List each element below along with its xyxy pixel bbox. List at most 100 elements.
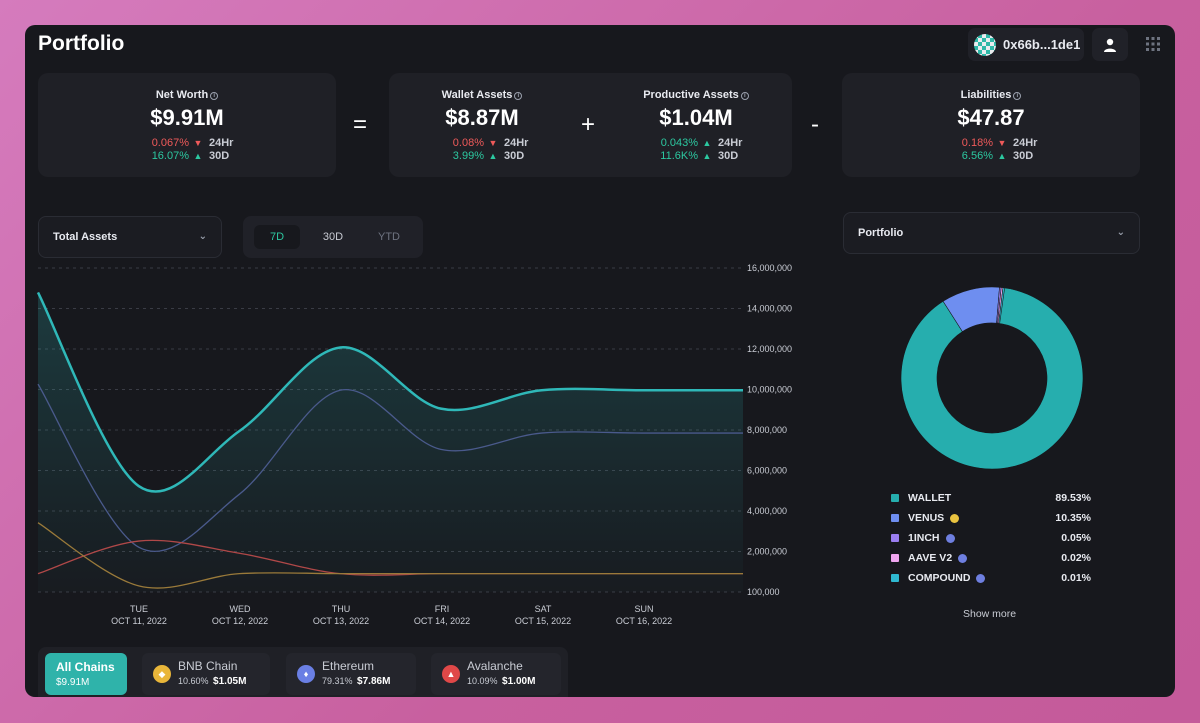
series-line-wallet[interactable]	[37, 383, 743, 553]
chain-share: 10.60%	[178, 676, 209, 686]
x-tick-date: OCT 16, 2022	[616, 616, 672, 626]
chain-label: All Chains	[56, 660, 115, 674]
page-title: Portfolio	[38, 32, 125, 55]
x-tick-day: SAT	[535, 604, 552, 614]
assets-card: Wallet Assets i $8.87M 0.08% ▼ 24Hr 3.99% ▲ 3…	[389, 73, 792, 177]
donut-slice-compound[interactable]	[998, 287, 1005, 324]
change-period: 24Hr	[718, 137, 743, 149]
legend-swatch	[891, 574, 899, 582]
change-period: 30D	[504, 150, 525, 162]
wallet-avatar	[974, 33, 996, 56]
chain-ethereum-button[interactable]: ♦ Ethereum 79.31% $7.86M	[286, 653, 416, 695]
chain-bnb-button[interactable]: ◆ BNB Chain 10.60% $1.05M	[142, 653, 270, 695]
portfolio-select[interactable]: Portfolio ⌄	[843, 212, 1140, 254]
donut-slice-wallet[interactable]	[900, 287, 1084, 470]
wallet-button[interactable]: 0x66b...1de1	[968, 28, 1084, 61]
change-pct: 0.08%	[452, 137, 484, 149]
chain-avalanche-button[interactable]: ▲ Avalanche 10.09% $1.00M	[431, 653, 561, 695]
net-worth-label: Net Worth	[155, 89, 209, 101]
y-tick-label: 14,000,000	[747, 304, 792, 314]
net-worth-metric: Net Worth i $9.91M 0.067% ▼ 24Hr 16.07% ▲ 30D	[38, 73, 336, 177]
liabilities-metric: Liabilities i $47.87 0.18% ▼ 24Hr 6.56% ▲ 30D	[842, 73, 1140, 177]
net-worth-card: Net Worth i $9.91M 0.067% ▼ 24Hr 16.07% ▲ 30D	[38, 73, 336, 177]
chain-share: 79.31%	[322, 676, 353, 686]
wallet-assets-label: Wallet Assets	[441, 89, 513, 101]
y-tick-label: 2,000,000	[747, 547, 787, 557]
legend-item-venus[interactable]: VENUS 10.35%	[891, 511, 1091, 525]
chain-value: $1.00M	[502, 676, 536, 687]
tab-ytd[interactable]: YTD	[378, 231, 400, 243]
plus-operator: +	[581, 111, 596, 138]
chain-all-button[interactable]: All Chains $9.91M	[45, 653, 127, 695]
change-pct: 0.18%	[961, 137, 993, 149]
chain-label: BNB Chain	[178, 659, 238, 673]
arrow-down-icon: ▼	[193, 138, 203, 148]
liabilities-value: $47.87	[957, 105, 1025, 130]
info-icon[interactable]: i	[514, 92, 523, 100]
user-button[interactable]	[1092, 28, 1128, 61]
legend-swatch	[891, 554, 899, 562]
info-icon[interactable]: i	[740, 92, 749, 100]
change-pct: 0.067%	[151, 137, 189, 149]
y-tick-label: 16,000,000	[747, 263, 792, 273]
series-area-total	[38, 292, 743, 592]
change-24hr: 0.067% ▼ 24Hr	[38, 137, 336, 149]
portfolio-select-value: Portfolio	[858, 227, 904, 239]
grid-menu-icon	[1146, 37, 1160, 51]
tab-7d[interactable]: 7D	[254, 225, 300, 249]
avalanche-icon: ▲	[442, 665, 460, 683]
net-worth-value: $9.91M	[150, 105, 224, 130]
legend-percent: 0.02%	[1061, 552, 1091, 564]
legend-percent: 10.35%	[1055, 512, 1091, 524]
arrow-down-icon: ▼	[488, 138, 498, 148]
y-tick-label: 100,000	[747, 587, 780, 597]
info-icon[interactable]: i	[210, 92, 219, 100]
x-tick-day: WED	[230, 604, 251, 614]
legend-item-1inch[interactable]: 1INCH 0.05%	[891, 531, 1091, 545]
x-tick-day: SUN	[634, 604, 653, 614]
tab-30d[interactable]: 30D	[322, 231, 344, 243]
change-30d: 3.99% ▲ 30D	[389, 150, 575, 162]
bnb-chain-icon	[950, 513, 960, 523]
show-more-link[interactable]: Show more	[963, 608, 1017, 620]
chain-label: Avalanche	[467, 659, 523, 673]
series-line-total[interactable]	[36, 291, 743, 493]
apps-menu-button[interactable]	[1142, 33, 1164, 55]
x-tick-day: THU	[332, 604, 351, 614]
y-tick-label: 4,000,000	[747, 506, 787, 516]
series-line-series-b[interactable]	[37, 522, 743, 589]
arrow-down-icon: ▼	[997, 138, 1007, 148]
x-tick-date: OCT 12, 2022	[212, 616, 268, 626]
change-pct: 0.043%	[660, 137, 698, 149]
legend-swatch	[891, 514, 899, 522]
chain-label: Ethereum	[322, 659, 375, 673]
chain-share: 10.09%	[467, 676, 498, 686]
legend-percent: 89.53%	[1055, 492, 1091, 504]
productive-assets-value: $1.04M	[659, 105, 733, 130]
chain-filter-bar: All Chains $9.91M ◆ BNB Chain 10.60% $1.…	[38, 647, 568, 697]
change-24hr: 0.043% ▲ 24Hr	[603, 137, 789, 149]
change-period: 30D	[209, 150, 230, 162]
liabilities-card: Liabilities i $47.87 0.18% ▼ 24Hr 6.56% ▲ 30D	[842, 73, 1140, 177]
x-tick-date: OCT 14, 2022	[414, 616, 470, 626]
change-period: 24Hr	[504, 137, 529, 149]
asset-type-value: Total Assets	[53, 231, 118, 243]
change-period: 30D	[718, 150, 739, 162]
legend-percent: 0.05%	[1061, 532, 1091, 544]
ethereum-chain-icon	[958, 553, 968, 563]
arrow-up-icon: ▲	[997, 151, 1007, 161]
arrow-up-icon: ▲	[702, 138, 712, 148]
x-tick-date: OCT 13, 2022	[313, 616, 369, 626]
legend-item-wallet[interactable]: WALLET 89.53%	[891, 491, 1091, 505]
y-tick-label: 10,000,000	[747, 385, 792, 395]
change-period: 24Hr	[1013, 137, 1038, 149]
change-pct: 11.6K%	[660, 150, 698, 162]
user-icon	[1104, 38, 1116, 52]
legend-item-compound[interactable]: COMPOUND 0.01%	[891, 571, 1091, 585]
change-period: 30D	[1013, 150, 1034, 162]
change-24hr: 0.08% ▼ 24Hr	[389, 137, 575, 149]
legend-item-aave-v2[interactable]: AAVE V2 0.02%	[891, 551, 1091, 565]
asset-type-select[interactable]: Total Assets ⌄	[38, 216, 222, 258]
info-icon[interactable]: i	[1013, 92, 1022, 100]
chain-value: $1.05M	[213, 676, 247, 687]
